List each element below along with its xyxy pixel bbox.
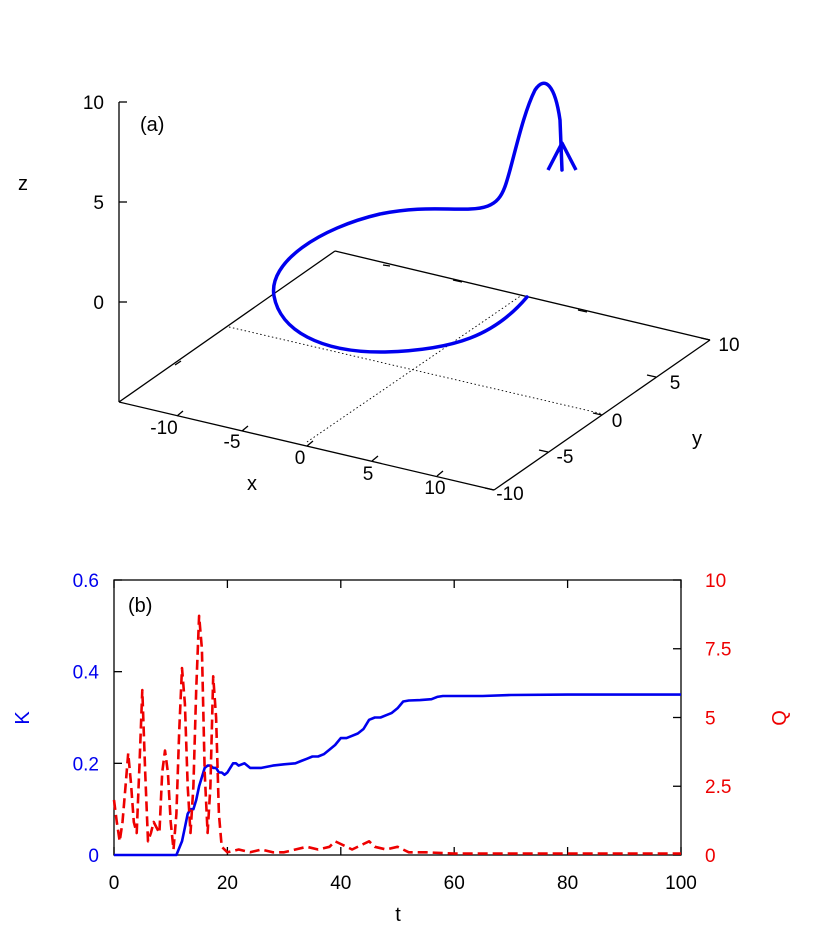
k-tick-label: 0.4 [73, 663, 100, 684]
t-tick-label: 60 [444, 873, 465, 894]
q-tick-label: 7.5 [705, 640, 731, 661]
t-tick-label: 100 [665, 873, 697, 894]
panel-a-label: (a) [140, 114, 164, 136]
y-axis-label: y [692, 428, 702, 450]
x-axis-label: x [247, 473, 257, 495]
k-series-line [114, 693, 681, 857]
k-tick-label: 0 [88, 846, 99, 867]
z-tick-label: 5 [93, 193, 104, 214]
y-tick-label: 5 [670, 373, 681, 394]
t-axis-label: t [395, 904, 401, 926]
panel-b: 0 20 40 60 80 100 t 0 0.2 0.4 0.6 K 0 2.… [12, 571, 791, 926]
z-tick-label: 10 [83, 93, 104, 114]
trajectory-direction-arrow [546, 141, 578, 171]
panel-a: 10 5 0 z (a) [18, 81, 740, 505]
base-centerline-y0 [228, 326, 604, 415]
x-tick-label: 0 [295, 448, 306, 469]
z-tick-label: 0 [93, 293, 104, 314]
x-tick-label: -10 [150, 418, 177, 439]
base-back-right-edge [334, 250, 711, 341]
x-tick-label: -5 [224, 432, 241, 453]
k-tick-label: 0.6 [73, 571, 99, 592]
t-tick-label: 20 [217, 873, 238, 894]
q-tick-label: 0 [705, 846, 716, 867]
k-tick-label: 0.2 [73, 754, 99, 775]
trajectory-curve [271, 81, 564, 354]
x-tick-marks [174, 264, 444, 477]
panel-b-label: (b) [128, 595, 152, 617]
q-tick-label: 10 [705, 571, 726, 592]
x-tick-label: 10 [424, 478, 445, 499]
t-tick-label: 80 [557, 873, 578, 894]
series-group-b [112, 614, 681, 857]
t-tick-label: 0 [109, 873, 120, 894]
k-axis-label: K [12, 711, 34, 725]
q-series-line [112, 614, 681, 855]
x-axis-line [118, 401, 495, 491]
y-tick-label: -5 [557, 447, 574, 468]
y-tick-label: 0 [612, 411, 623, 432]
base-centerline-x0 [306, 294, 523, 443]
q-tick-label: 2.5 [705, 777, 731, 798]
q-tick-label: 5 [705, 709, 716, 730]
z-axis-label: z [18, 173, 28, 195]
x-tick-label: 5 [363, 464, 374, 485]
q-axis-label: Q [769, 710, 791, 726]
t-tick-label: 40 [330, 873, 351, 894]
y-tick-label: -10 [496, 484, 523, 505]
y-tick-label: 10 [718, 335, 739, 356]
base-back-left-edge [118, 250, 336, 403]
y-tick-marks [452, 279, 711, 491]
